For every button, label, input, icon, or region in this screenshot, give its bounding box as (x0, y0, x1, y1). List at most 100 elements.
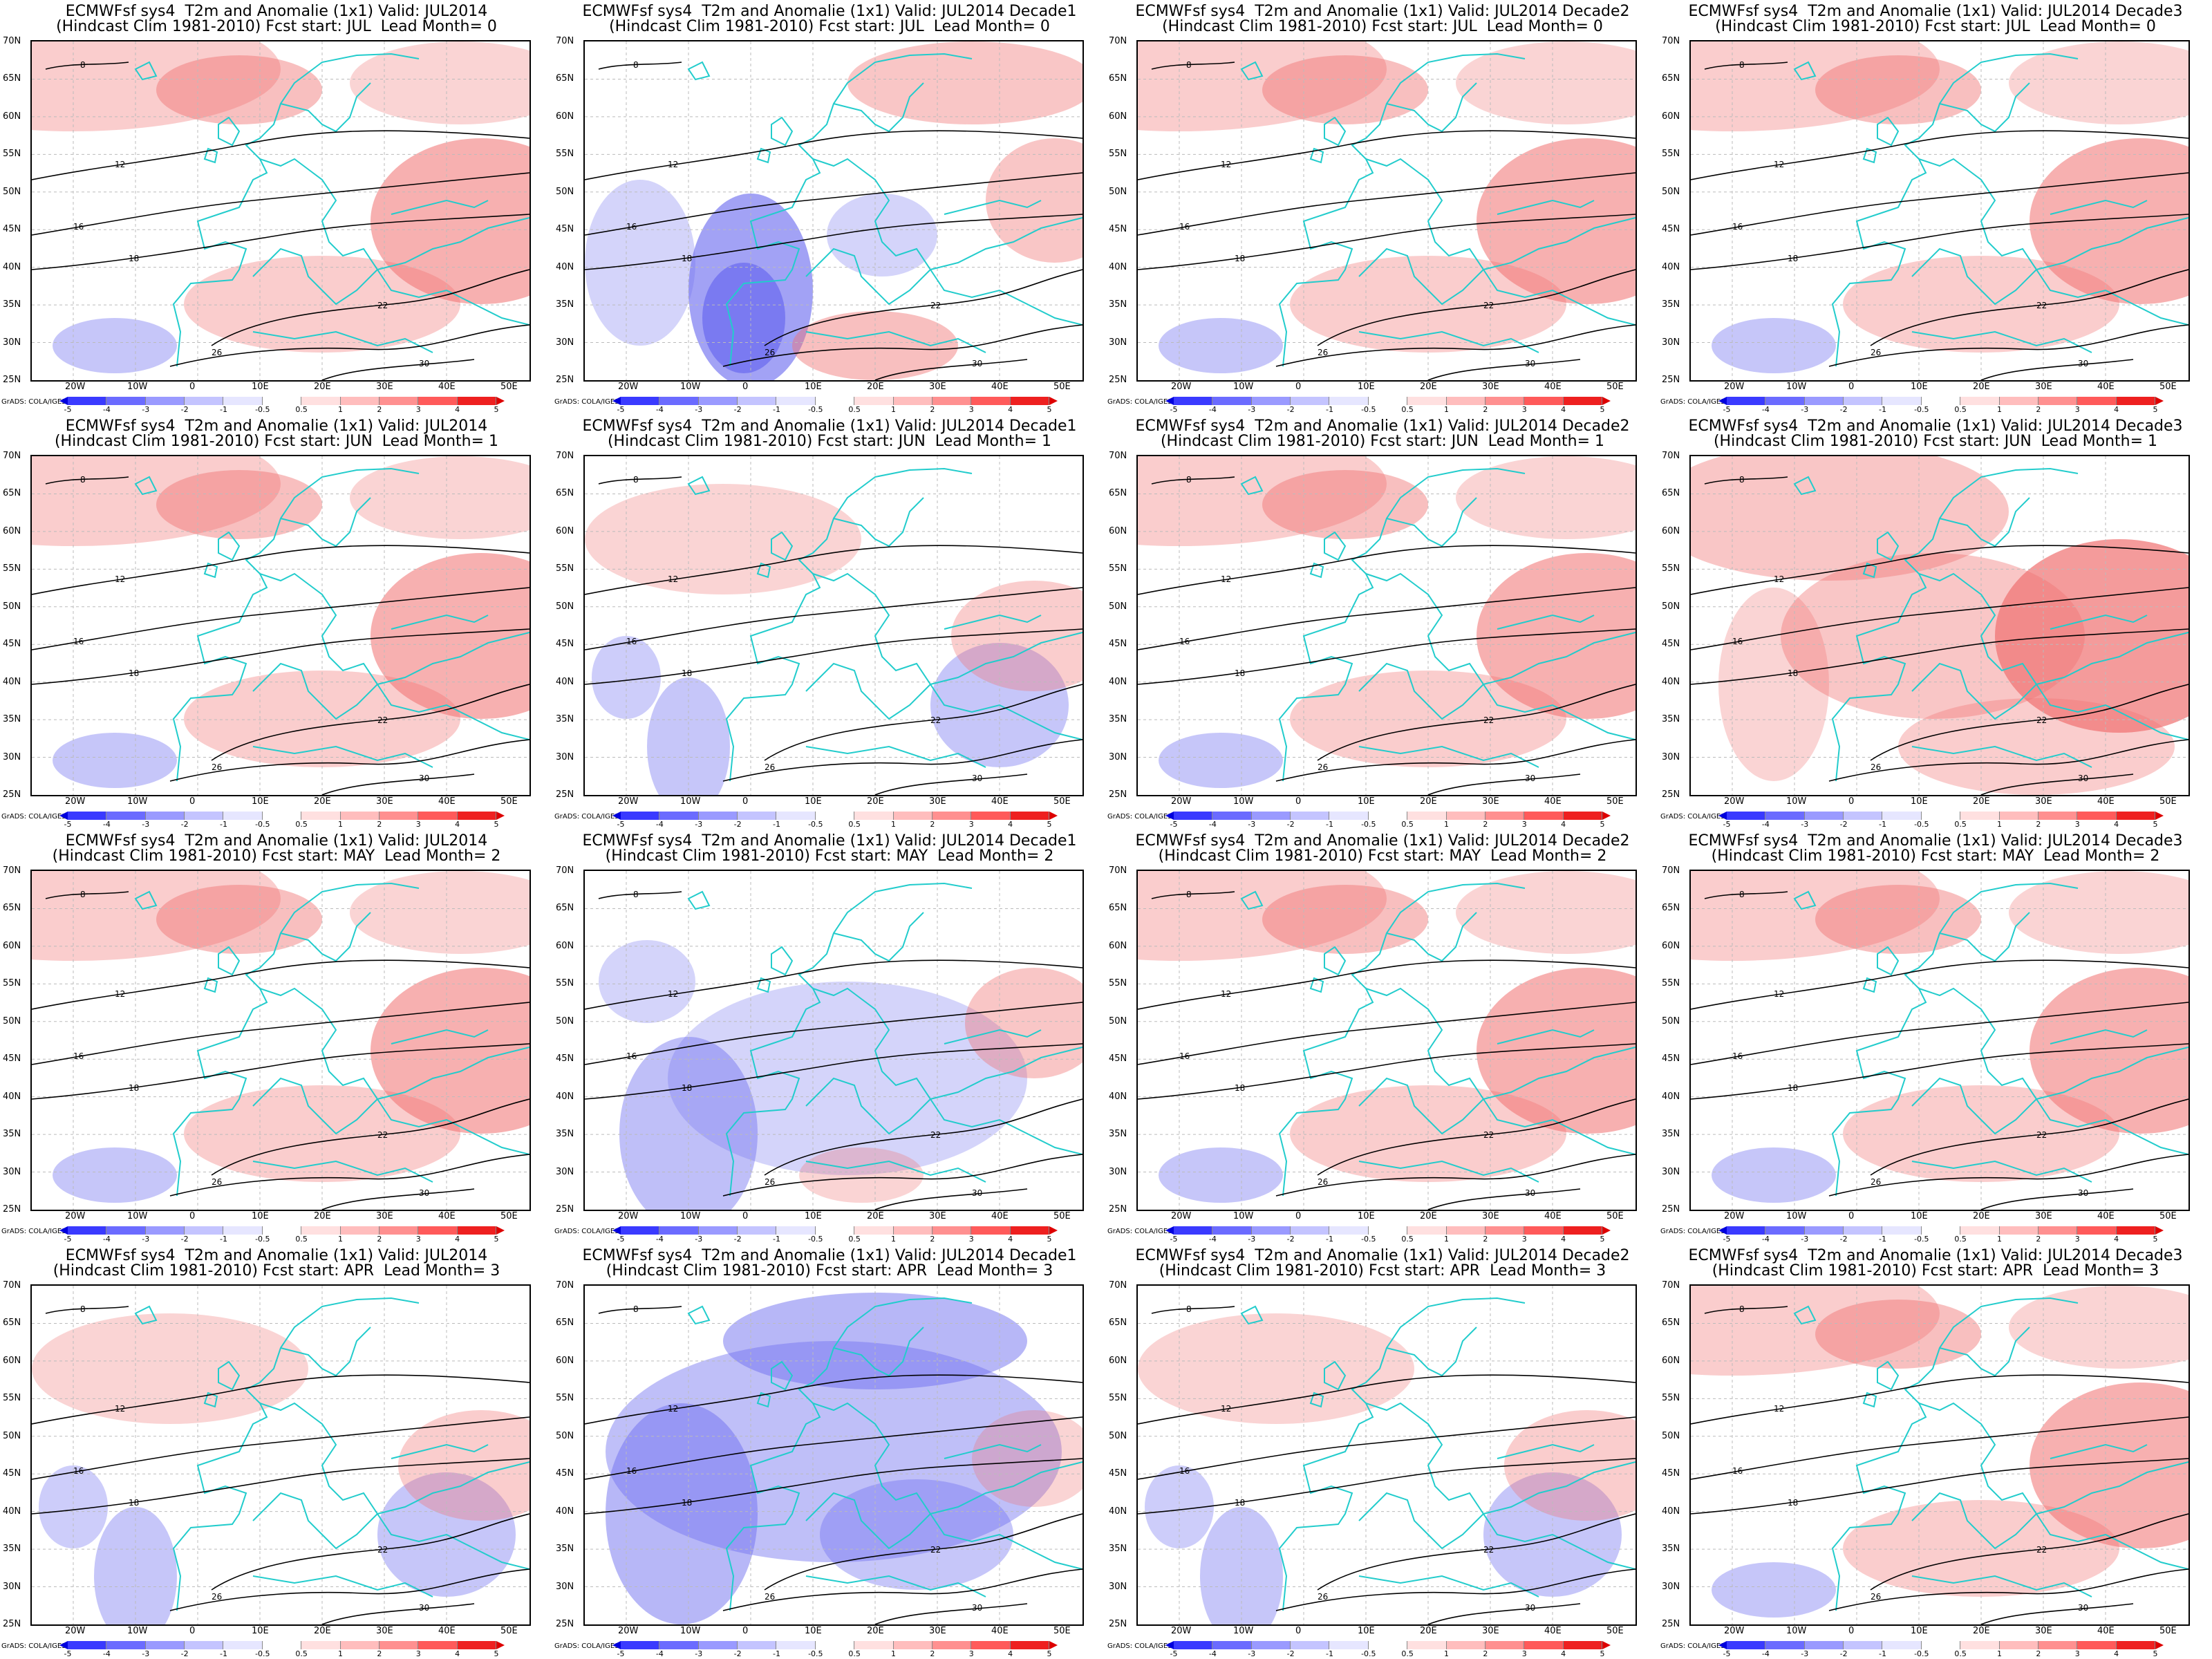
panel-subtitle: (Hindcast Clim 1981-2010) Fcst start: AP… (1159, 1262, 1606, 1280)
latitude-label: 35N (3, 714, 21, 725)
colorbar-swatch (815, 1226, 855, 1235)
isotherm-contour (1691, 1416, 2188, 1480)
colorbar-label: 2 (377, 820, 382, 829)
longitude-label: 20W (1724, 1626, 1745, 1636)
coastline (1358, 1160, 1539, 1183)
contour-label: 30 (972, 1188, 982, 1198)
grads-credit: GrADS: COLA/IGES (1107, 813, 1172, 821)
longitude-label: 50E (1053, 796, 1071, 807)
colorbar-arrow-right (2155, 397, 2164, 405)
latitude-label: 30N (1109, 337, 1127, 348)
latitude-label: 65N (556, 73, 574, 84)
coastline (1278, 882, 1526, 1197)
colorbar-swatch (1329, 812, 1369, 820)
longitude-label: 30E (376, 796, 393, 807)
colorbar-swatch (698, 1641, 738, 1649)
latitude-label: 70N (556, 1280, 574, 1291)
latitude-label: 35N (556, 1544, 574, 1555)
colorbar-swatch (2077, 812, 2117, 820)
isotherm-contour (874, 1603, 1028, 1624)
isotherm-contour (32, 628, 529, 685)
isotherm-contour (1980, 359, 2134, 380)
colorbar-label: 2 (2036, 1649, 2041, 1658)
longitude-label: 50E (2159, 796, 2177, 807)
contour-label: 16 (73, 1466, 84, 1476)
contour-label: 22 (2036, 301, 2047, 310)
coastline (930, 1513, 1082, 1570)
contour-label: 26 (212, 348, 222, 357)
colorbar-label: 2 (1483, 1649, 1488, 1658)
latitude-label: 65N (1662, 1318, 1680, 1329)
contour-label: 30 (2078, 1188, 2088, 1198)
coastline (252, 745, 433, 768)
latitude-label: 55N (556, 563, 574, 574)
colorbar-arrow-left (59, 1226, 68, 1235)
contour-label: 16 (626, 1051, 637, 1061)
anomaly-area (1477, 553, 1635, 719)
longitude-label: 20W (65, 1626, 86, 1636)
colorbar-swatch (223, 397, 263, 405)
latitude-label: 50N (3, 1015, 21, 1027)
latitude-label: 60N (1662, 1355, 1680, 1366)
latitude-label: 30N (1109, 751, 1127, 762)
colorbar-swatch (340, 1226, 379, 1235)
colorbar-label: 3 (415, 1649, 421, 1658)
coastline (805, 330, 986, 353)
latitude-label: 35N (556, 714, 574, 725)
longitude-label: 10E (1911, 382, 1928, 392)
colorbar-swatch (1524, 812, 1564, 820)
colorbar-label: 2 (377, 405, 382, 414)
colorbar-label: 0.5 (295, 405, 308, 414)
colorbar-label: 3 (1521, 820, 1527, 829)
latitude-label: 25N (1109, 1619, 1127, 1629)
anomaly-area (350, 456, 529, 539)
isotherm-contour (1317, 269, 1635, 346)
isotherm-contour (1691, 130, 2188, 180)
latitude-label: 70N (556, 36, 574, 46)
isotherm-contour (1691, 172, 2188, 236)
colorbar-label: 2 (1483, 405, 1488, 414)
latitude-label: 30N (1662, 1581, 1680, 1592)
panel-title: ECMWFsf sys4 T2m and Anomalie (1x1) Vali… (1688, 418, 2183, 435)
contour-label: 16 (1179, 1051, 1190, 1061)
coastline (833, 912, 924, 962)
coastline (218, 946, 241, 976)
colorbar-swatch (698, 812, 738, 820)
colorbar-swatch (1882, 397, 1922, 405)
longitude-label: 10E (1911, 796, 1928, 807)
colorbar-label: -4 (1208, 405, 1217, 414)
contour-label: 22 (2036, 1130, 2047, 1140)
longitude-label: 0 (1848, 796, 1855, 807)
longitude-label: 10E (805, 1211, 822, 1221)
colorbar-swatch (1010, 1226, 1049, 1235)
contour-label: 18 (682, 1498, 692, 1508)
colorbar-swatch (262, 397, 302, 405)
colorbar-swatch (1407, 1641, 1447, 1649)
longitude-label: 10E (805, 1626, 822, 1636)
longitude-label: 20W (65, 796, 86, 807)
anomaly-area (53, 733, 177, 788)
colorbar-label: -2 (180, 1649, 189, 1658)
colorbar-label: -4 (655, 1235, 664, 1244)
colorbar-swatch (379, 397, 419, 405)
longitude-label: 10W (680, 1626, 701, 1636)
colorbar-swatch (1765, 1641, 1805, 1649)
colorbar-label: 4 (1561, 405, 1566, 414)
colorbar-label: 3 (968, 1235, 974, 1244)
colorbar-label: -0.5 (1914, 1235, 1929, 1244)
colorbar-label: -5 (1723, 1649, 1731, 1658)
colorbar-label: 3 (2074, 1649, 2080, 1658)
contour-label: 22 (930, 301, 941, 310)
longitude-label: 40E (1544, 1211, 1562, 1221)
colorbar-arrow-right (1049, 1226, 1058, 1235)
coastline (1939, 912, 2030, 962)
colorbar-arrow-right (2155, 812, 2164, 820)
anomaly-area (1712, 318, 1836, 373)
map-canvas: 12 16 18 22 26 30 8 (32, 1286, 529, 1624)
longitude-label: 10W (127, 796, 148, 807)
colorbar-arrow-left (1718, 397, 1727, 405)
latitude-label: 60N (1662, 940, 1680, 951)
panel-subtitle: (Hindcast Clim 1981-2010) Fcst start: JU… (607, 433, 1052, 450)
contour-label: 30 (2078, 1603, 2088, 1613)
latitude-label: 45N (1662, 1053, 1680, 1065)
